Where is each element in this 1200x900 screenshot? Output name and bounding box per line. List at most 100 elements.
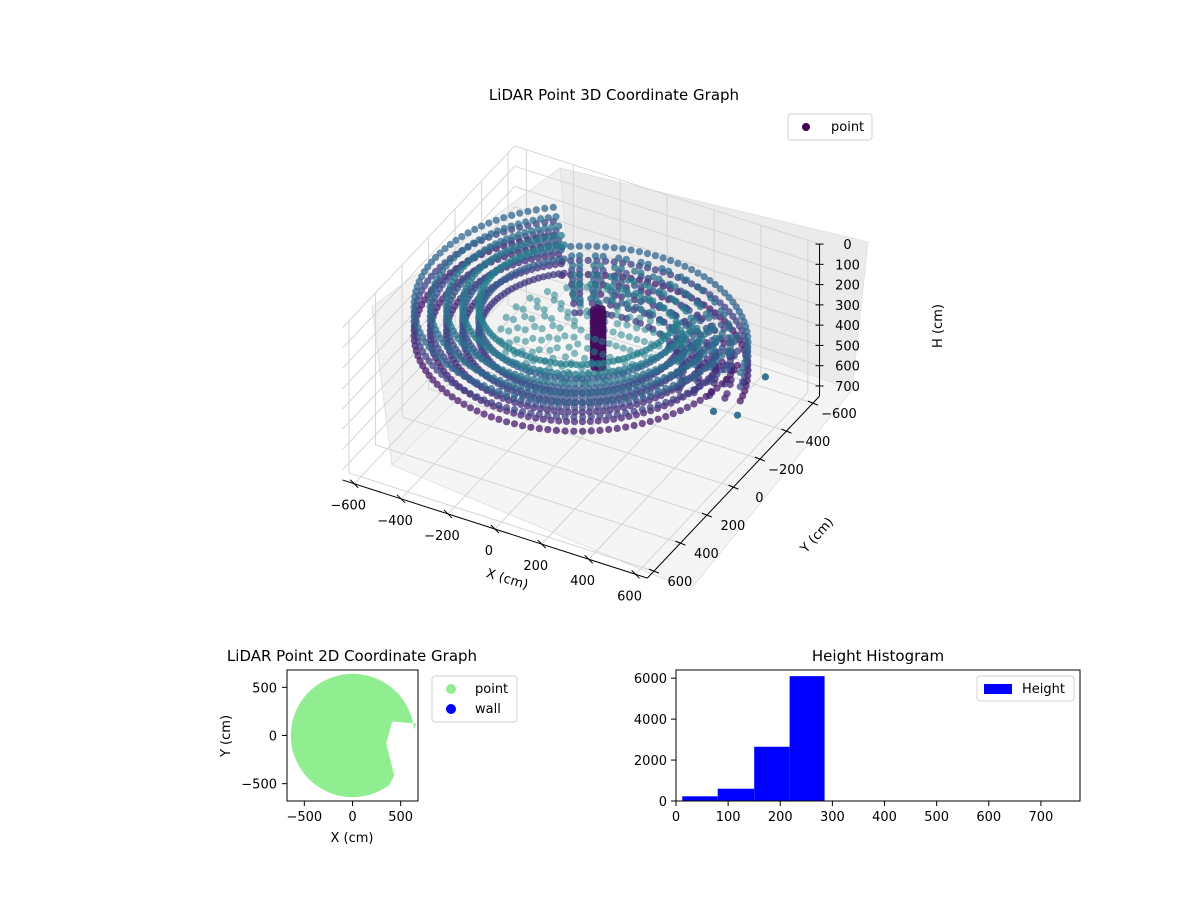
point-marker [553,344,561,352]
point-marker [497,325,505,333]
point-marker [447,337,455,345]
x-tick-3d [443,509,453,519]
point-marker [696,368,704,376]
legend-2d-marker-wall [446,704,456,714]
point-marker [598,337,606,345]
point-marker [660,373,668,382]
y-tick-label-histogram: 6000 [634,672,667,687]
point-marker [655,275,663,283]
point-marker [654,376,662,384]
point-marker [612,342,620,350]
histogram-bar [682,796,718,801]
point-marker [541,367,550,375]
point-marker [646,317,655,325]
point-marker [528,227,536,235]
point-marker [544,426,552,434]
point-marker [656,301,664,309]
point-marker [635,248,644,256]
point-marker [521,326,529,334]
histogram-bars [682,676,825,801]
point-marker [690,372,698,380]
point-marker [625,333,633,341]
legend-2d: point wall [431,675,518,723]
point-marker [587,413,595,421]
point-marker [543,288,552,296]
point-marker [487,399,495,407]
histogram-bar [717,788,755,801]
point-marker [491,240,499,248]
point-marker [557,231,566,240]
point-marker [630,421,638,430]
grid-line-wall-z [514,185,820,286]
point-marker [553,369,562,377]
point-marker [529,334,537,343]
point-marker [664,267,673,275]
grid-line-wall-z [514,267,820,367]
point-marker [560,255,568,263]
point-marker [517,383,525,391]
legend-3d-frame [787,113,873,141]
point-marker [458,233,466,241]
point-marker [473,407,481,415]
point-marker [478,332,486,340]
point-marker [550,296,558,304]
point-marker [669,410,677,418]
point-marker [630,393,638,401]
y-tick-label-histogram: 2000 [634,754,667,769]
point-marker [578,361,586,369]
point-marker [597,369,605,377]
point-marker [584,370,592,378]
z-tick-label-3d: 700 [835,380,860,395]
point-marker [587,427,595,435]
point-marker [587,398,595,407]
point-marker [613,274,621,282]
point-marker [547,388,555,396]
point-marker [540,306,548,314]
point-marker [561,427,569,435]
point-marker [533,303,541,311]
point-marker [669,395,677,404]
point-marker [622,255,630,263]
point-marker [585,379,593,388]
y-tick-label-3d: 400 [694,547,719,562]
point-marker [508,233,517,241]
point-marker [561,399,569,407]
point-marker [503,389,511,397]
z-tick-label-3d: 500 [835,339,860,354]
point-marker [524,384,532,392]
point-marker [560,241,568,249]
z-tick-label-3d: 300 [835,299,860,314]
point-marker [570,399,578,407]
point-marker [662,384,670,392]
point-marker [534,225,542,233]
x-axis-label-2d: X (cm) [331,831,374,846]
point-marker [654,401,662,409]
point-marker [710,326,718,334]
point-marker [570,427,578,435]
point-marker [510,420,519,428]
point-marker [581,354,589,362]
point-marker [443,389,451,397]
point-marker [432,340,440,348]
point-marker [535,425,543,433]
point-marker [537,336,546,344]
point-marker [574,340,582,348]
point-marker [619,245,627,253]
point-marker [605,340,613,348]
point-marker [633,372,641,380]
point-marker [528,315,536,323]
point-marker [613,424,621,432]
point-marker [552,213,560,221]
point-marker [583,312,592,320]
point-marker [626,363,634,371]
point-marker [638,306,646,315]
point-marker [547,368,556,376]
y-tick-label-3d: 200 [721,519,746,534]
point-marker [718,366,726,374]
point-marker [662,413,670,421]
point-marker [522,239,530,247]
point-marker [584,242,592,250]
point-marker [707,294,715,302]
x-tick-label-3d: −600 [330,499,366,514]
point-marker [648,307,656,315]
